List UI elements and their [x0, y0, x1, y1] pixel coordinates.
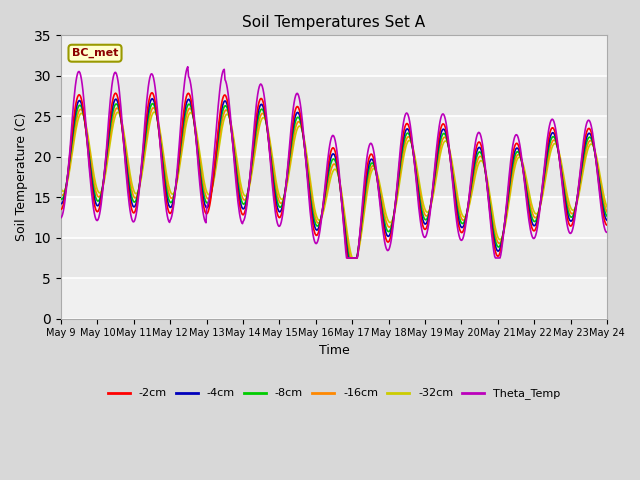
Legend: -2cm, -4cm, -8cm, -16cm, -32cm, Theta_Temp: -2cm, -4cm, -8cm, -16cm, -32cm, Theta_Te… [103, 384, 565, 404]
Bar [61, 278, 607, 319]
Title: Soil Temperatures Set A: Soil Temperatures Set A [243, 15, 426, 30]
Bar [61, 197, 607, 238]
Bar [61, 116, 607, 157]
Bar [61, 238, 607, 278]
Y-axis label: Soil Temperature (C): Soil Temperature (C) [15, 113, 28, 241]
X-axis label: Time: Time [319, 344, 349, 357]
Text: BC_met: BC_met [72, 48, 118, 59]
Bar [61, 36, 607, 76]
Bar [61, 157, 607, 197]
Bar [61, 76, 607, 116]
